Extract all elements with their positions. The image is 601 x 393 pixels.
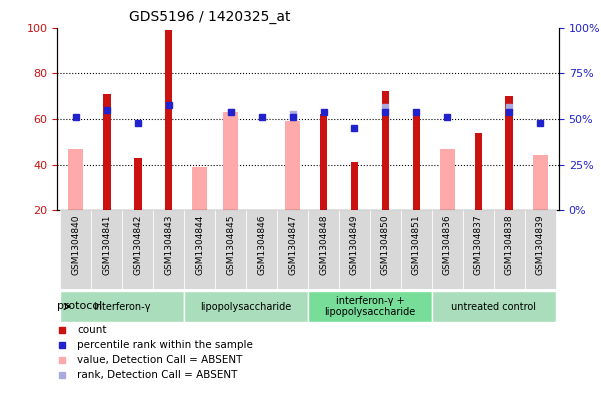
FancyBboxPatch shape <box>277 210 308 289</box>
FancyBboxPatch shape <box>432 210 463 289</box>
Text: GSM1304839: GSM1304839 <box>536 214 545 275</box>
Text: untreated control: untreated control <box>451 301 536 312</box>
FancyBboxPatch shape <box>215 210 246 289</box>
FancyBboxPatch shape <box>525 210 556 289</box>
Text: GSM1304847: GSM1304847 <box>288 214 297 275</box>
FancyBboxPatch shape <box>60 210 91 289</box>
FancyBboxPatch shape <box>308 210 339 289</box>
Bar <box>412 114 420 210</box>
Bar <box>285 121 300 210</box>
Text: GSM1304838: GSM1304838 <box>505 214 514 275</box>
FancyBboxPatch shape <box>370 210 401 289</box>
Text: value, Detection Call = ABSENT: value, Detection Call = ABSENT <box>77 355 243 365</box>
Bar <box>223 112 239 210</box>
Text: protocol: protocol <box>58 301 103 311</box>
Bar <box>532 155 548 210</box>
Text: GSM1304846: GSM1304846 <box>257 214 266 275</box>
FancyBboxPatch shape <box>339 210 370 289</box>
Text: GSM1304845: GSM1304845 <box>226 214 235 275</box>
Text: GSM1304848: GSM1304848 <box>319 214 328 275</box>
Bar <box>103 94 111 210</box>
Bar <box>165 30 172 210</box>
Bar <box>475 132 482 210</box>
FancyBboxPatch shape <box>122 210 153 289</box>
Text: percentile rank within the sample: percentile rank within the sample <box>77 340 253 350</box>
Bar <box>440 149 455 210</box>
Bar <box>350 162 358 210</box>
FancyBboxPatch shape <box>401 210 432 289</box>
Text: count: count <box>77 325 106 335</box>
Bar <box>505 96 513 210</box>
FancyBboxPatch shape <box>91 210 122 289</box>
Text: GDS5196 / 1420325_at: GDS5196 / 1420325_at <box>129 9 291 24</box>
Bar <box>134 158 141 210</box>
Bar <box>68 149 84 210</box>
Text: GSM1304850: GSM1304850 <box>381 214 390 275</box>
Text: GSM1304844: GSM1304844 <box>195 214 204 275</box>
FancyBboxPatch shape <box>246 210 277 289</box>
FancyBboxPatch shape <box>494 210 525 289</box>
Bar <box>320 114 328 210</box>
Text: lipopolysaccharide: lipopolysaccharide <box>200 301 291 312</box>
FancyBboxPatch shape <box>184 210 215 289</box>
FancyBboxPatch shape <box>308 290 432 322</box>
FancyBboxPatch shape <box>60 290 184 322</box>
Bar <box>382 92 389 210</box>
Text: GSM1304843: GSM1304843 <box>164 214 173 275</box>
FancyBboxPatch shape <box>153 210 184 289</box>
FancyBboxPatch shape <box>184 290 308 322</box>
FancyBboxPatch shape <box>463 210 494 289</box>
Text: GSM1304836: GSM1304836 <box>443 214 452 275</box>
Text: GSM1304842: GSM1304842 <box>133 214 142 275</box>
Text: GSM1304840: GSM1304840 <box>71 214 80 275</box>
Text: rank, Detection Call = ABSENT: rank, Detection Call = ABSENT <box>77 370 237 380</box>
Text: interferon-γ: interferon-γ <box>93 301 151 312</box>
Text: GSM1304851: GSM1304851 <box>412 214 421 275</box>
Text: GSM1304841: GSM1304841 <box>102 214 111 275</box>
FancyBboxPatch shape <box>432 290 556 322</box>
Text: GSM1304837: GSM1304837 <box>474 214 483 275</box>
Bar <box>192 167 207 210</box>
Text: interferon-γ +
lipopolysaccharide: interferon-γ + lipopolysaccharide <box>325 296 416 317</box>
Text: GSM1304849: GSM1304849 <box>350 214 359 275</box>
